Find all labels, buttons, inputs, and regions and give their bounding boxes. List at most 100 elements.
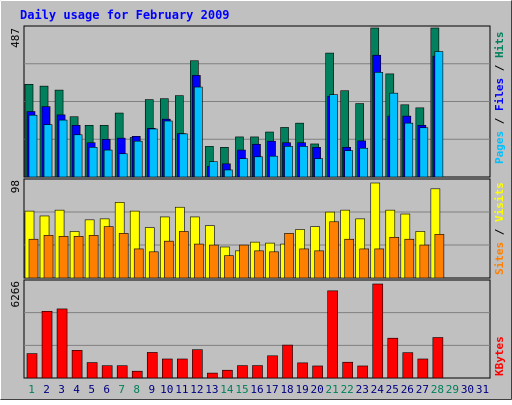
day-label-21: 21	[326, 383, 339, 396]
x-axis-day-labels: 1 2 3 4 5 6 7 8 9 10 11 12 13 14 15 16 17 18 19 20 21 22 23 24 2…	[28, 383, 489, 396]
bar-pages-day-25	[389, 92, 399, 178]
legend-visits: Visits	[493, 182, 506, 222]
day-label-24: 24	[371, 383, 385, 396]
bar-pages-day-1	[28, 114, 38, 178]
bar-pages-day-15	[239, 158, 248, 178]
day-label-13: 13	[205, 383, 218, 396]
day-label-28: 28	[431, 383, 444, 396]
legend-sep-2: /	[493, 58, 506, 78]
bar-kbytes-day-11	[177, 358, 188, 379]
bar-pages-day-3	[58, 119, 68, 178]
day-label-5: 5	[88, 383, 95, 396]
bar-pages-day-23	[359, 147, 369, 178]
bar-sites-day-25	[389, 236, 400, 279]
bar-sites-day-24	[374, 248, 385, 279]
day-label-16: 16	[250, 383, 263, 396]
bar-kbytes-day-28	[432, 337, 444, 379]
bar-kbytes-day-6	[101, 365, 113, 379]
bar-pages-day-7	[118, 153, 128, 178]
day-label-6: 6	[103, 383, 110, 396]
panel-hits-files-pages	[23, 25, 491, 178]
bar-sites-day-14	[224, 255, 234, 279]
bar-kbytes-day-14	[222, 369, 233, 379]
bar-kbytes-day-1	[26, 353, 38, 379]
day-label-14: 14	[220, 383, 234, 396]
legend-sites: Sites	[493, 242, 506, 275]
bar-sites-day-21	[329, 221, 339, 279]
bar-kbytes-day-18	[282, 344, 293, 379]
day-label-3: 3	[58, 383, 65, 396]
bar-pages-day-8	[133, 140, 143, 178]
bar-pages-day-6	[103, 149, 113, 178]
legend-bottom-panel: KBytes	[493, 336, 506, 376]
bar-kbytes-day-20	[312, 365, 323, 379]
day-label-9: 9	[148, 383, 155, 396]
day-label-29: 29	[446, 383, 459, 396]
bar-sites-day-16	[254, 250, 264, 279]
day-label-17: 17	[265, 383, 278, 396]
bar-kbytes-day-4	[71, 350, 83, 379]
bar-sites-day-5	[88, 235, 99, 279]
bar-kbytes-day-25	[387, 337, 399, 379]
bar-sites-day-10	[163, 240, 174, 279]
day-label-27: 27	[416, 383, 429, 396]
bar-pages-day-12	[194, 86, 203, 178]
day-label-4: 4	[73, 383, 80, 396]
y-max-label-hits: 487	[9, 28, 22, 48]
bar-pages-day-26	[404, 122, 414, 178]
day-label-11: 11	[175, 383, 188, 396]
day-label-26: 26	[401, 383, 414, 396]
bar-kbytes-day-9	[146, 352, 158, 379]
bar-pages-day-16	[254, 156, 263, 178]
legend-hits-label: Hits	[493, 32, 506, 59]
day-label-2: 2	[43, 383, 50, 396]
bar-kbytes-day-2	[41, 310, 53, 379]
bar-kbytes-day-24	[372, 283, 384, 379]
bar-kbytes-day-8	[131, 370, 143, 379]
bar-sites-day-3	[58, 236, 69, 279]
bar-kbytes-day-7	[116, 365, 128, 379]
day-label-31: 31	[476, 383, 489, 396]
legend-mid-panel: Sites / Visits	[493, 182, 506, 275]
bar-pages-day-9	[148, 128, 158, 178]
bar-pages-day-2	[43, 124, 53, 178]
bar-kbytes-day-27	[417, 358, 429, 379]
legend-files: Files	[493, 78, 506, 111]
day-label-20: 20	[311, 383, 324, 396]
bar-pages-day-17	[269, 155, 278, 178]
legend-top-panel: Pages / Files / Hits	[493, 32, 506, 165]
bar-pages-day-20	[314, 158, 323, 178]
bar-kbytes-day-12	[192, 349, 203, 379]
legend-kbytes: KBytes	[493, 336, 506, 376]
bar-kbytes-day-15	[237, 365, 248, 379]
chart-title: Daily usage for February 2009	[20, 8, 230, 22]
panel-kbytes	[23, 279, 491, 379]
bar-sites-day-20	[314, 250, 324, 279]
legend-sep-1: /	[493, 111, 506, 131]
day-label-18: 18	[280, 383, 293, 396]
bar-sites-day-26	[404, 238, 415, 279]
bar-pages-day-28	[434, 51, 444, 178]
bar-pages-day-14	[224, 169, 233, 178]
bar-kbytes-day-21	[327, 290, 338, 379]
bar-kbytes-day-5	[86, 362, 98, 379]
bar-pages-day-22	[344, 150, 353, 178]
bar-pages-day-19	[299, 146, 308, 178]
day-label-7: 7	[118, 383, 125, 396]
bar-pages-day-21	[329, 94, 338, 178]
bar-kbytes-day-19	[297, 362, 308, 379]
bar-kbytes-day-22	[342, 361, 353, 379]
bar-pages-day-13	[209, 161, 218, 178]
day-label-15: 15	[235, 383, 248, 396]
bar-sites-day-27	[419, 244, 430, 279]
bar-sites-day-28	[434, 234, 445, 279]
legend-sep-3: /	[493, 222, 506, 242]
panel-visits-sites	[23, 178, 491, 279]
bar-sites-day-15	[239, 244, 249, 279]
bar-kbytes-day-16	[252, 365, 263, 379]
bar-kbytes-day-26	[402, 352, 414, 379]
bar-pages-day-4	[73, 134, 83, 178]
day-label-30: 30	[461, 383, 474, 396]
y-max-label-visits: 98	[9, 180, 22, 193]
